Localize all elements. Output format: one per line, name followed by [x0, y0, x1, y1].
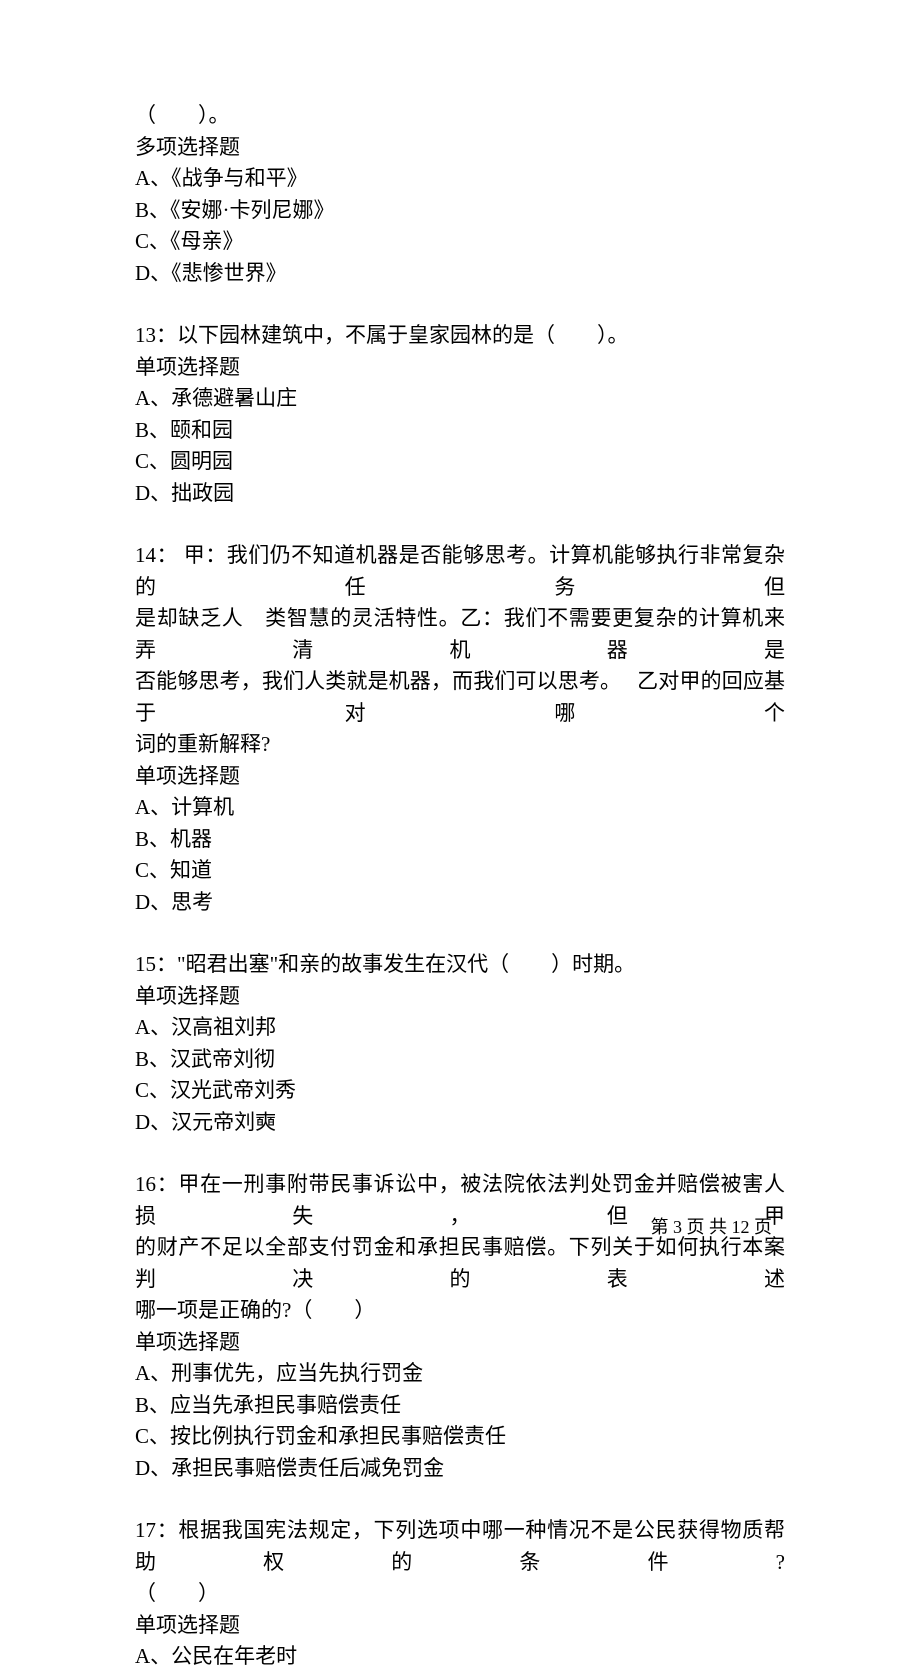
spacer — [135, 918, 785, 949]
q14-type: 单项选择题 — [135, 761, 785, 793]
q13-type: 单项选择题 — [135, 352, 785, 384]
q17-stem-line1: 17：根据我国宪法规定，下列选项中哪一种情况不是公民获得物质帮助权的条件? — [135, 1515, 785, 1578]
q16-option-a: A、刑事优先，应当先执行罚金 — [135, 1358, 785, 1390]
page-content: （ ）。 多项选择题 A、《战争与和平》 B、《安娜·卡列尼娜》 C、《母亲》 … — [0, 0, 920, 1673]
spacer — [135, 1138, 785, 1169]
page-footer: 第 3 页 共 12 页 — [0, 1214, 920, 1241]
q13-option-b: B、颐和园 — [135, 415, 785, 447]
q16-type: 单项选择题 — [135, 1327, 785, 1359]
q14-stem-line2: 是却缺乏人 类智慧的灵活特性。乙：我们不需要更复杂的计算机来弄清机器是 — [135, 603, 785, 666]
q15-option-b: B、汉武帝刘彻 — [135, 1044, 785, 1076]
spacer — [135, 509, 785, 540]
q17-option-a: A、公民在年老时 — [135, 1641, 785, 1673]
q13-option-d: D、拙政园 — [135, 478, 785, 510]
q16-option-d: D、承担民事赔偿责任后减免罚金 — [135, 1453, 785, 1485]
q15-option-d: D、汉元帝刘奭 — [135, 1107, 785, 1139]
q12-option-a: A、《战争与和平》 — [135, 163, 785, 195]
q15-option-a: A、汉高祖刘邦 — [135, 1012, 785, 1044]
q12-type: 多项选择题 — [135, 132, 785, 164]
q14-option-b: B、机器 — [135, 824, 785, 856]
q14-option-d: D、思考 — [135, 887, 785, 919]
spacer — [135, 289, 785, 320]
q13-option-c: C、圆明园 — [135, 446, 785, 478]
q16-stem-line3: 哪一项是正确的?（ ） — [135, 1295, 785, 1327]
q13-option-a: A、承德避暑山庄 — [135, 383, 785, 415]
q17-type: 单项选择题 — [135, 1610, 785, 1642]
q17-stem-line2: （ ） — [135, 1578, 785, 1610]
q16-option-c: C、按比例执行罚金和承担民事赔偿责任 — [135, 1421, 785, 1453]
q12-option-b: B、《安娜·卡列尼娜》 — [135, 195, 785, 227]
q16-option-b: B、应当先承担民事赔偿责任 — [135, 1390, 785, 1422]
spacer — [135, 1484, 785, 1515]
q12-option-d: D、《悲惨世界》 — [135, 258, 785, 290]
q15-stem: 15："昭君出塞"和亲的故事发生在汉代（ ）时期。 — [135, 949, 785, 981]
q12-option-c: C、《母亲》 — [135, 226, 785, 258]
q14-stem-line4: 词的重新解释? — [135, 729, 785, 761]
q15-option-c: C、汉光武帝刘秀 — [135, 1075, 785, 1107]
q14-stem-line3: 否能够思考，我们人类就是机器，而我们可以思考。 乙对甲的回应基于对哪个 — [135, 666, 785, 729]
q12-stem-tail: （ ）。 — [135, 100, 785, 132]
q16-stem-line2: 的财产不足以全部支付罚金和承担民事赔偿。下列关于如何执行本案判决的表述 — [135, 1232, 785, 1295]
q13-stem: 13：以下园林建筑中，不属于皇家园林的是（ ）。 — [135, 320, 785, 352]
q14-option-a: A、计算机 — [135, 792, 785, 824]
q14-option-c: C、知道 — [135, 855, 785, 887]
q15-type: 单项选择题 — [135, 981, 785, 1013]
q14-stem-line1: 14： 甲：我们仍不知道机器是否能够思考。计算机能够执行非常复杂的任务但 — [135, 540, 785, 603]
